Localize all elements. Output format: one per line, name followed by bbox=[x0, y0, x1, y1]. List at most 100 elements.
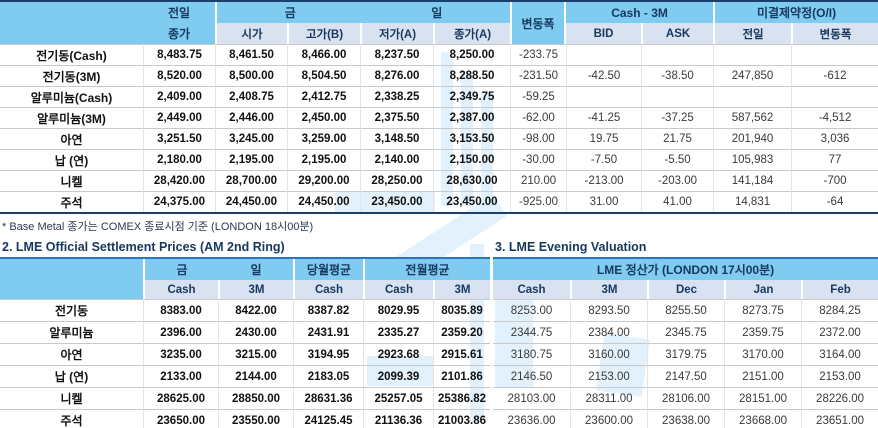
value-cell: 28850.00 bbox=[218, 387, 293, 409]
metal-label: 알루미늄 bbox=[0, 321, 143, 343]
table-row: 8253.00 8293.50 8255.50 8273.75 8284.25 bbox=[493, 299, 878, 321]
metal-label: 아연 bbox=[0, 343, 143, 365]
today-label-left: 금 bbox=[284, 6, 296, 20]
value-cell: 2146.50 bbox=[493, 365, 571, 387]
value-cell: 21136.36 bbox=[363, 409, 433, 428]
value-cell: -213.00 bbox=[566, 170, 642, 191]
value-cell: 8,461.50 bbox=[215, 44, 287, 65]
value-cell: 3160.00 bbox=[570, 343, 648, 365]
value-cell: 2144.00 bbox=[218, 365, 293, 387]
daily-price-body: 전기동(Cash) 8,483.75 8,461.50 8,466.00 8,237.5… bbox=[0, 44, 878, 212]
value-cell: 2,408.75 bbox=[215, 86, 287, 107]
value-cell: 2,195.00 bbox=[287, 149, 360, 170]
value-cell: 25386.82 bbox=[433, 387, 491, 409]
value-cell bbox=[713, 44, 792, 65]
watermark-shape bbox=[495, 300, 533, 388]
value-cell: 2153.00 bbox=[570, 365, 648, 387]
today-group-header: 금 일 bbox=[215, 2, 511, 23]
value-cell: 8,520.00 bbox=[143, 65, 215, 86]
oi-prev-header: 전일 bbox=[713, 23, 792, 44]
evening-valuation-section: 3. LME Evening Valuation LME 정산가 (LONDON… bbox=[493, 236, 878, 428]
jan-header: Jan bbox=[724, 280, 802, 299]
value-cell: 8383.00 bbox=[143, 299, 218, 321]
open-header: 시가 bbox=[215, 23, 287, 44]
value-cell: -37.25 bbox=[641, 107, 714, 128]
today-label-left: 금 bbox=[176, 263, 188, 277]
value-cell: 28106.00 bbox=[647, 387, 725, 409]
value-cell: 29,200.00 bbox=[287, 170, 360, 191]
value-cell: 2,375.50 bbox=[360, 107, 433, 128]
watermark-shape bbox=[461, 72, 473, 206]
value-cell: 23650.00 bbox=[143, 409, 218, 428]
metal-label: 알루미늄(3M) bbox=[0, 107, 143, 128]
value-cell: 2101.86 bbox=[433, 365, 491, 387]
table-row: 납 (연) 2,180.00 2,195.00 2,195.00 2,140.00 2,1… bbox=[0, 149, 878, 170]
value-cell: 2,195.00 bbox=[215, 149, 287, 170]
value-cell bbox=[566, 44, 642, 65]
table-row: 니켈 28625.00 28850.00 28631.36 25257.05 25386.… bbox=[0, 387, 491, 409]
value-cell: 3215.00 bbox=[218, 343, 293, 365]
metal-label: 납 (연) bbox=[0, 365, 143, 387]
cash-header: Cash bbox=[143, 280, 218, 299]
value-cell: 3,251.50 bbox=[143, 128, 215, 149]
evening-valuation-table: LME 정산가 (LONDON 17시00분) Cash 3M Dec Jan … bbox=[493, 257, 878, 428]
cash-3m-group-header: Cash - 3M bbox=[566, 2, 714, 23]
value-cell: 3179.75 bbox=[647, 343, 725, 365]
value-cell: -5.50 bbox=[641, 149, 714, 170]
value-cell: 24125.45 bbox=[293, 409, 363, 428]
3m-header: 3M bbox=[570, 280, 648, 299]
value-cell: 8,237.50 bbox=[360, 44, 433, 65]
value-cell: 23550.00 bbox=[218, 409, 293, 428]
bottom-section: 2. LME Official Settlement Prices (AM 2n… bbox=[0, 236, 878, 428]
settlement-london-header: LME 정산가 (LONDON 17시00분) bbox=[493, 259, 878, 280]
value-cell: 2923.68 bbox=[363, 343, 433, 365]
value-cell: 77 bbox=[791, 149, 878, 170]
table-subheader-row: Cash 3M Cash Cash 3M bbox=[0, 280, 491, 299]
table-row: 주석 24,375.00 24,450.00 24,450.00 23,450.00 23… bbox=[0, 191, 878, 212]
cash-header: Cash bbox=[493, 280, 571, 299]
value-cell: -64 bbox=[791, 191, 878, 212]
value-cell: -30.00 bbox=[510, 149, 567, 170]
value-cell bbox=[641, 86, 714, 107]
table-row: 전기동(3M) 8,520.00 8,500.00 8,504.50 8,276.00 8… bbox=[0, 65, 878, 86]
value-cell: 28151.00 bbox=[724, 387, 802, 409]
value-cell: 23638.00 bbox=[647, 409, 725, 428]
table-header-row: 금 일 당월평균 전월평균 bbox=[0, 259, 491, 299]
watermark-shape bbox=[441, 52, 453, 206]
value-cell: 8,500.00 bbox=[215, 65, 287, 86]
value-cell: -925.00 bbox=[510, 191, 567, 212]
metal-label: 알루미늄(Cash) bbox=[0, 86, 143, 107]
value-cell: 8293.50 bbox=[570, 299, 648, 321]
value-cell: -231.50 bbox=[510, 65, 567, 86]
value-cell: 28,630.00 bbox=[433, 170, 511, 191]
value-cell: -203.00 bbox=[641, 170, 714, 191]
value-cell: 247,850 bbox=[713, 65, 792, 86]
value-cell: 2153.00 bbox=[801, 365, 878, 387]
close-header: 종가(A) bbox=[433, 23, 511, 44]
oi-change-header: 변동폭 bbox=[791, 23, 878, 44]
table-header-row: LME 정산가 (LONDON 17시00분) bbox=[493, 259, 878, 280]
value-cell bbox=[791, 44, 878, 65]
value-cell: 23651.00 bbox=[801, 409, 878, 428]
table-row: 주석 23650.00 23550.00 24125.45 21136.36 21003.… bbox=[0, 409, 491, 428]
value-cell: 2396.00 bbox=[143, 321, 218, 343]
value-cell bbox=[713, 86, 792, 107]
value-cell: 23,450.00 bbox=[433, 191, 511, 212]
prev-month-cash-header: Cash bbox=[363, 280, 433, 299]
value-cell: 2430.00 bbox=[218, 321, 293, 343]
value-cell: 2345.75 bbox=[647, 321, 725, 343]
metal-label: 아연 bbox=[0, 128, 143, 149]
value-cell: 8,288.50 bbox=[433, 65, 511, 86]
value-cell: 21003.86 bbox=[433, 409, 491, 428]
settlement-section: 2. LME Official Settlement Prices (AM 2n… bbox=[0, 236, 491, 428]
value-cell: 105,983 bbox=[713, 149, 792, 170]
value-cell: 8,466.00 bbox=[287, 44, 360, 65]
today-label-right: 일 bbox=[250, 263, 262, 277]
value-cell: 8,250.00 bbox=[433, 44, 511, 65]
table-row: 납 (연) 2133.00 2144.00 2183.05 2099.39 2101.86 bbox=[0, 365, 491, 387]
value-cell: 8273.75 bbox=[724, 299, 802, 321]
metal-label: 니켈 bbox=[0, 170, 143, 191]
value-cell: 8029.95 bbox=[363, 299, 433, 321]
table-row: 2146.50 2153.00 2147.50 2151.00 2153.00 bbox=[493, 365, 878, 387]
